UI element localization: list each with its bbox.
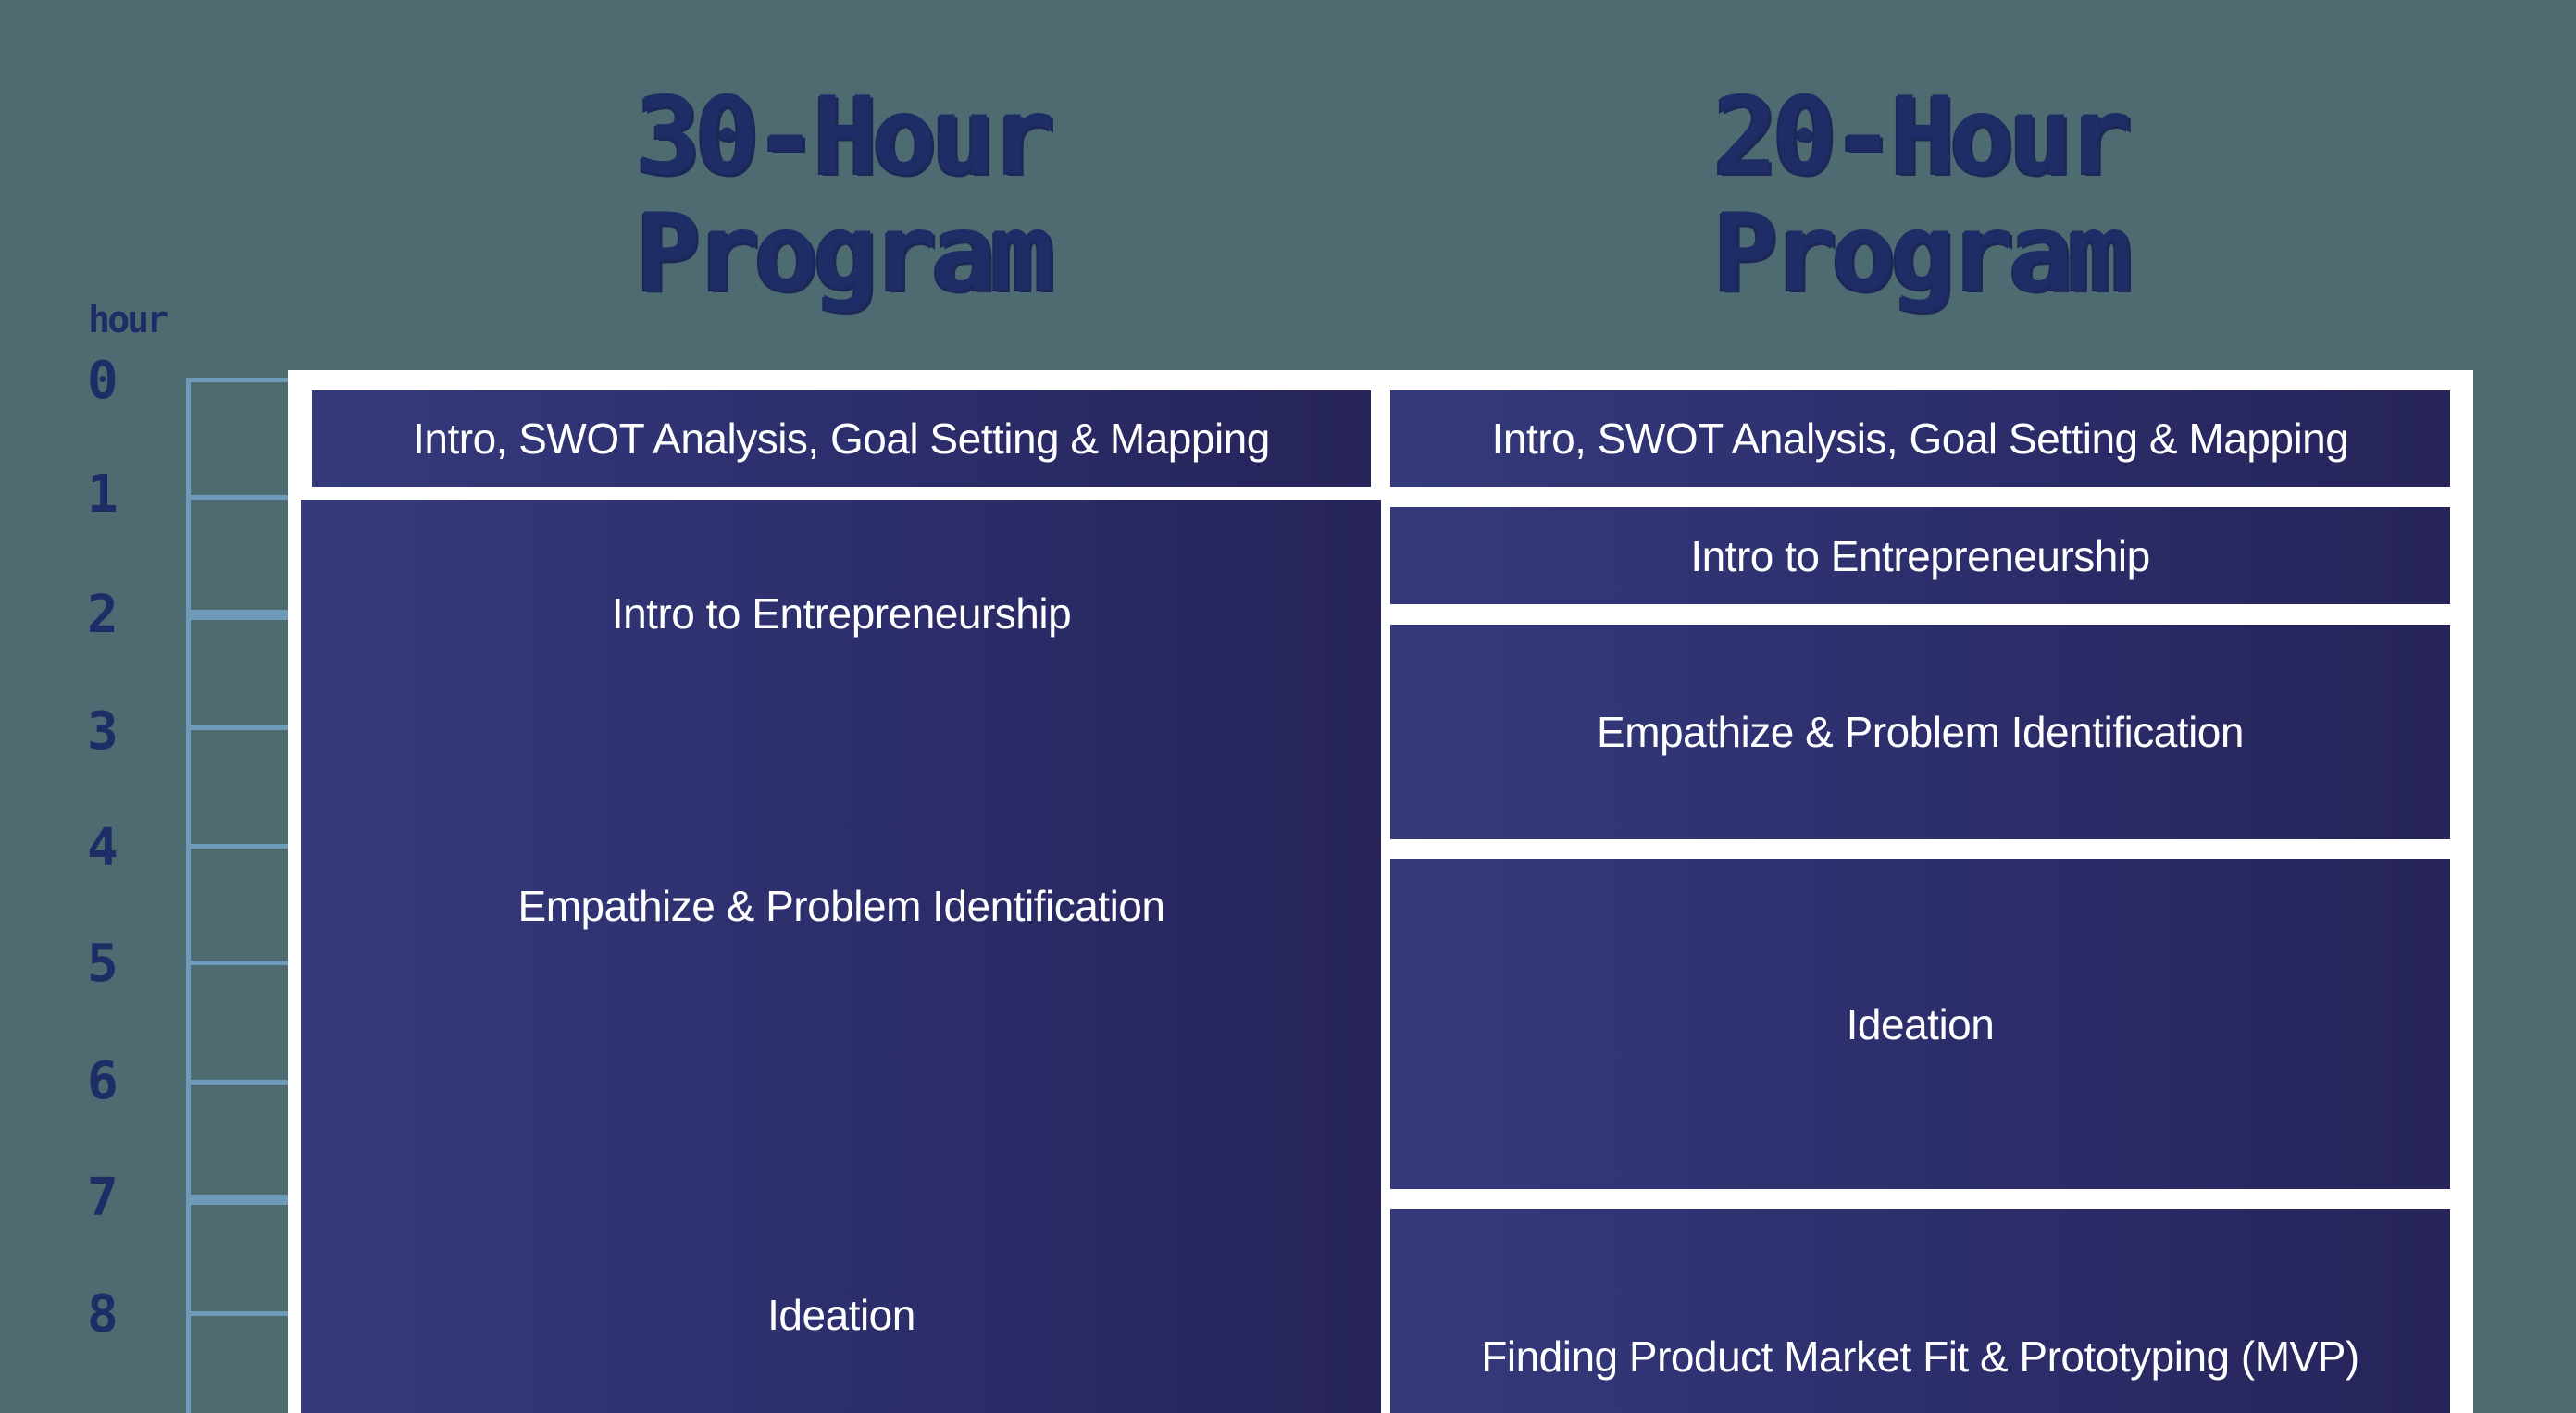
module-label: Empathize & Problem Identification bbox=[1597, 708, 2244, 756]
hour-tick-3: 3 bbox=[87, 701, 118, 762]
program-20-module-intro-entrepreneurship: Intro to Entrepreneurship bbox=[1390, 507, 2450, 604]
program-20-module-ideation: Ideation bbox=[1390, 859, 2450, 1189]
program-30-title: 30-Hour Program bbox=[518, 79, 1166, 312]
module-label: Intro, SWOT Analysis, Goal Setting & Map… bbox=[1491, 415, 2349, 463]
program-30-module-ideation: Ideation bbox=[767, 1291, 915, 1339]
program-30-title-line1: 30-Hour bbox=[635, 74, 1055, 199]
hour-tick-1: 1 bbox=[87, 465, 118, 525]
hour-tick-4: 4 bbox=[87, 818, 118, 878]
hour-tick-7: 7 bbox=[87, 1168, 118, 1228]
program-20-module-product-market-fit: Finding Product Market Fit & Prototyping… bbox=[1390, 1209, 2450, 1413]
program-30-module-empathize: Empathize & Problem Identification bbox=[517, 882, 1165, 930]
hour-tick-2: 2 bbox=[87, 585, 118, 645]
hour-scale-rung bbox=[186, 961, 301, 965]
hour-scale-rail bbox=[186, 379, 191, 1413]
program-20-title-line2: Program bbox=[1712, 191, 2133, 316]
program-20-title: 20-Hour Program bbox=[1596, 79, 2244, 312]
hour-scale-rung bbox=[186, 610, 301, 620]
program-30-module-intro-swot: Intro, SWOT Analysis, Goal Setting & Map… bbox=[312, 390, 1371, 487]
hour-scale-rung bbox=[186, 378, 301, 382]
hour-tick-0: 0 bbox=[87, 351, 118, 411]
program-30-title-line2: Program bbox=[635, 191, 1055, 316]
hour-scale-rung bbox=[186, 1311, 301, 1316]
program-30-module-intro-entrepreneurship: Intro to Entrepreneurship bbox=[611, 589, 1072, 638]
program-20-module-intro-swot: Intro, SWOT Analysis, Goal Setting & Map… bbox=[1390, 390, 2450, 487]
module-label: Intro to Entrepreneurship bbox=[1690, 531, 2150, 580]
module-label: Ideation bbox=[1846, 999, 1995, 1048]
program-20-title-line1: 20-Hour bbox=[1712, 74, 2133, 199]
hour-scale-rung bbox=[186, 725, 301, 730]
hour-tick-5: 5 bbox=[87, 934, 118, 994]
hour-scale-rung bbox=[186, 1080, 301, 1085]
module-label: Intro, SWOT Analysis, Goal Setting & Map… bbox=[413, 415, 1270, 463]
program-20-module-empathize: Empathize & Problem Identification bbox=[1390, 625, 2450, 839]
hour-scale-rung bbox=[186, 844, 301, 849]
hour-scale-rung bbox=[186, 1195, 301, 1205]
hour-tick-6: 6 bbox=[87, 1051, 118, 1111]
hour-tick-8: 8 bbox=[87, 1284, 118, 1345]
hour-axis-title: hour bbox=[88, 299, 168, 341]
module-label: Finding Product Market Fit & Prototyping… bbox=[1481, 1332, 2359, 1381]
program-30-module-block bbox=[301, 500, 1381, 1413]
hour-scale-rung bbox=[186, 495, 301, 500]
